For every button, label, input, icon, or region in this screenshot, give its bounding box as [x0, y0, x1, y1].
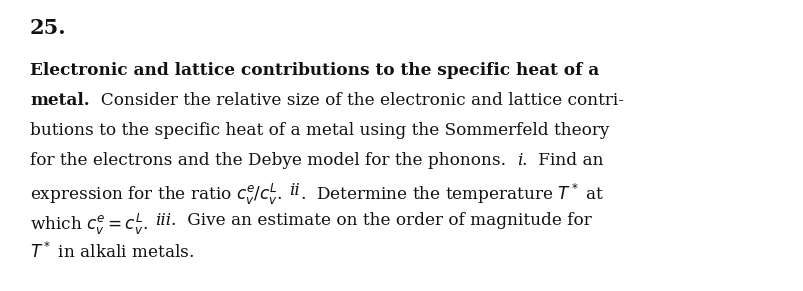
Text: 25.: 25.: [30, 18, 67, 38]
Text: expression for the ratio $c_v^e/c_v^L$.: expression for the ratio $c_v^e/c_v^L$.: [30, 182, 289, 207]
Text: .  Find an: . Find an: [522, 152, 603, 169]
Text: butions to the specific heat of a metal using the Sommerfeld theory: butions to the specific heat of a metal …: [30, 122, 609, 139]
Text: .  Give an estimate on the order of magnitude for: . Give an estimate on the order of magni…: [171, 212, 591, 229]
Text: for the electrons and the Debye model for the phonons.: for the electrons and the Debye model fo…: [30, 152, 516, 169]
Text: $T^*$ in alkali metals.: $T^*$ in alkali metals.: [30, 242, 194, 262]
Text: iii: iii: [155, 212, 171, 229]
Text: Electronic and lattice contributions to the specific heat of a: Electronic and lattice contributions to …: [30, 62, 598, 79]
Text: i: i: [516, 152, 522, 169]
Text: Consider the relative size of the electronic and lattice contri-: Consider the relative size of the electr…: [89, 92, 623, 109]
Text: .  Determine the temperature $T^*$ at: . Determine the temperature $T^*$ at: [300, 182, 604, 206]
Text: metal.: metal.: [30, 92, 89, 109]
Text: which $c_v^e = c_v^L$.: which $c_v^e = c_v^L$.: [30, 212, 155, 237]
Text: ii: ii: [289, 182, 300, 199]
